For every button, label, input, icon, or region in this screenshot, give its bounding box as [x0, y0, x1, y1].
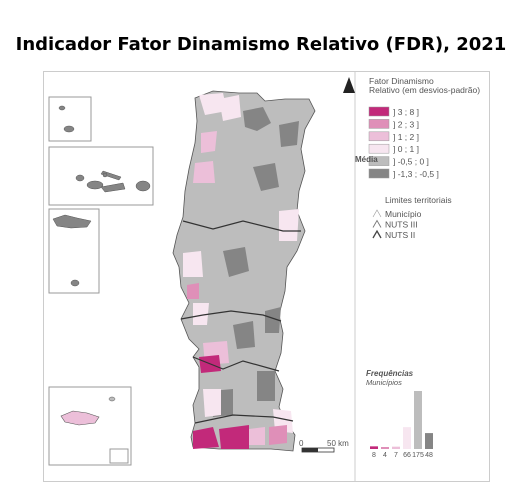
region-dark-2	[279, 121, 299, 147]
region-p-2	[193, 161, 215, 183]
island-pico	[100, 182, 126, 193]
legend-swatch	[368, 143, 390, 154]
island-graciosa	[75, 174, 85, 182]
north-arrow-icon	[343, 77, 355, 93]
legend-heading-2: Relativo (em desvios-padrão)	[369, 85, 480, 95]
region-lp-2	[219, 95, 241, 121]
region-mp-1	[187, 283, 199, 299]
scale-bar: 0 50 km	[299, 439, 349, 453]
region-dark-1	[243, 107, 271, 131]
legend-class-label: ] 2 ; 3 ]	[393, 119, 419, 129]
region-lp-1	[199, 93, 227, 115]
frequency-bar	[425, 433, 433, 449]
nuts-line-4	[194, 414, 294, 424]
legend-classes: ] 3 ; 8 ] ] 2 ; 3 ] ] 1 ; 2 ] ] 0 ; 1 ] ] -0…	[368, 106, 439, 179]
legend-class-label: ] 3 ; 8 ]	[393, 107, 419, 117]
legend-limit-label: Município	[385, 209, 422, 219]
legend-swatch	[368, 168, 390, 179]
frequencies-heading: Frequências	[366, 369, 414, 378]
madeira-islands	[60, 396, 129, 464]
island-faial	[86, 180, 104, 190]
legend-swatch	[368, 119, 390, 129]
island-madeira	[60, 410, 100, 426]
legend-class-label: ] -1,3 ; -0,5 ]	[393, 169, 439, 179]
frequency-label: 7	[394, 452, 398, 459]
region-dark-7	[257, 371, 275, 401]
map-svg: 0 50 km Fator Dinamismo Relativo (em des…	[43, 71, 490, 482]
frequency-label: 4	[383, 452, 387, 459]
frequency-label: 48	[425, 452, 433, 459]
region-p-4	[249, 427, 265, 445]
dark-regions	[211, 107, 299, 417]
frequency-bar	[392, 446, 400, 449]
azores-islands	[52, 105, 151, 287]
nuts2-line-icon	[372, 229, 382, 239]
nuts-line-2	[180, 310, 282, 322]
region-lp-4	[183, 251, 203, 277]
inset-madeira	[48, 386, 132, 466]
nuts-line-1	[182, 220, 301, 232]
region-mp-2	[269, 425, 287, 445]
legend-swatch	[368, 106, 390, 117]
frequency-bars: 8 4 7 66 175 48	[370, 391, 433, 459]
region-lp-3	[279, 209, 299, 241]
region-dark-3	[253, 163, 279, 191]
inset-corvo-flores	[48, 96, 92, 142]
frequency-label: 175	[412, 452, 424, 459]
legend-class-label: ] 0 ; 1 ]	[393, 144, 419, 154]
legend-limit-label: NUTS II	[385, 230, 415, 240]
frequency-bar	[414, 391, 422, 449]
frequency-label: 66	[403, 452, 411, 459]
nuts-boundaries	[180, 220, 301, 424]
island-corvo	[58, 105, 66, 111]
frequencies-chart: Frequências Municípios 8 4 7 66 175 48	[366, 369, 433, 459]
legend-class-label: ] -0,5 ; 0 ]	[393, 157, 429, 167]
legend-media-label: Média	[355, 155, 378, 164]
region-dark-6	[233, 321, 255, 349]
frequency-bar	[403, 427, 411, 449]
legend-swatch	[368, 156, 390, 166]
legend-swatch	[368, 131, 390, 142]
region-dark-5	[265, 307, 281, 333]
region-m-3	[219, 425, 249, 449]
legend-heading-1: Fator Dinamismo	[369, 76, 434, 86]
frequency-bar	[381, 447, 389, 449]
map-frame: 0 50 km Fator Dinamismo Relativo (em des…	[43, 71, 490, 482]
legend-class-label: ] 1 ; 2 ]	[393, 132, 419, 142]
frequency-label: 8	[372, 452, 376, 459]
island-small	[102, 172, 108, 178]
region-lp-5	[193, 303, 209, 325]
nuts-line-3	[192, 356, 280, 372]
region-lp-6	[203, 389, 221, 417]
legend-limits-heading: Limites territoriais	[385, 195, 452, 205]
region-dark-4	[223, 247, 249, 277]
mainland-portugal	[172, 90, 316, 452]
inset-selvagens	[109, 448, 129, 464]
island-terceira	[135, 180, 151, 192]
island-sao-miguel	[52, 214, 92, 229]
island-porto-santo	[108, 396, 116, 402]
municipio-line-icon	[372, 209, 382, 218]
island-santa-maria	[70, 279, 80, 287]
scale-end-label: 50 km	[327, 439, 349, 448]
magenta-regions	[193, 355, 249, 449]
nuts3-line-icon	[372, 219, 382, 228]
frequencies-subheading: Municípios	[366, 378, 402, 387]
legend: Fator Dinamismo Relativo (em desvios-pad…	[355, 76, 480, 240]
region-p-1	[201, 131, 217, 153]
island-flores	[63, 125, 75, 133]
mediumpink-regions	[187, 283, 287, 445]
region-m-2	[193, 427, 219, 449]
frequency-bar	[370, 446, 378, 449]
legend-limit-label: NUTS III	[385, 220, 418, 230]
scale-start-label: 0	[299, 439, 304, 448]
map-title: Indicador Fator Dinamismo Relativo (FDR)…	[15, 34, 507, 55]
inset-azores-central	[48, 146, 154, 206]
